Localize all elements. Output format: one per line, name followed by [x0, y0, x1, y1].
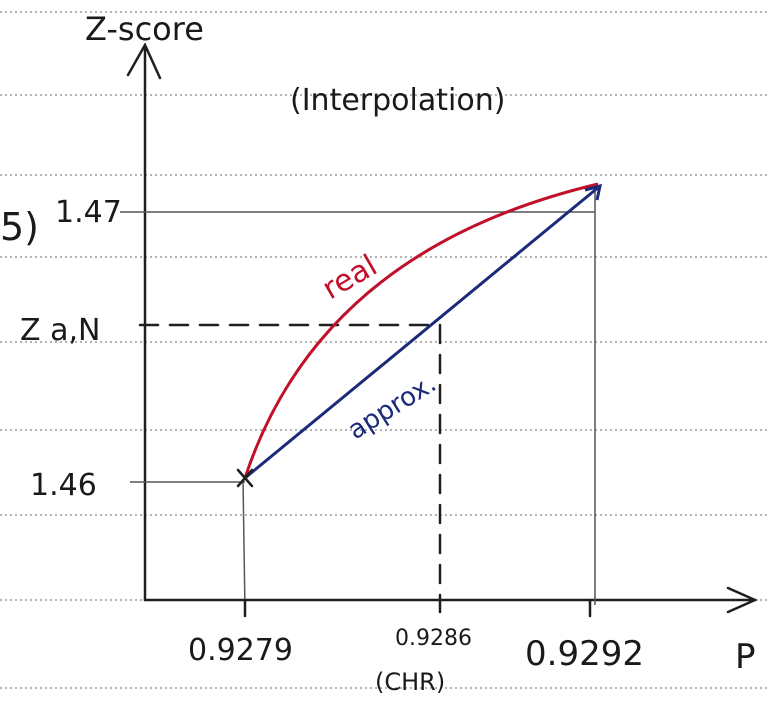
y-tick-label: 1.47: [55, 195, 122, 230]
y-axis-label: Z-score: [85, 10, 204, 48]
real-curve: [243, 182, 599, 479]
point-marker: [236, 468, 254, 488]
x-axis-label: P: [735, 637, 756, 677]
x-tick-note: (CHR): [375, 668, 445, 696]
x-axis: [143, 586, 759, 614]
approx-label: approx.: [343, 369, 442, 446]
x-tick-label: 0.9292: [525, 634, 644, 674]
y-tick-label: 1.46: [30, 468, 97, 503]
approx-line: [244, 183, 602, 480]
guide-line: [242, 479, 246, 611]
y-axis: [126, 42, 162, 602]
title: (Interpolation): [290, 83, 505, 118]
x-tick-label: 0.9279: [188, 633, 293, 668]
y-tick-label: Z a,N: [20, 313, 100, 348]
margin-fragment: 5): [0, 205, 39, 249]
x-tick-label: 0.9286: [395, 626, 472, 651]
dashed-guide: [138, 323, 442, 614]
